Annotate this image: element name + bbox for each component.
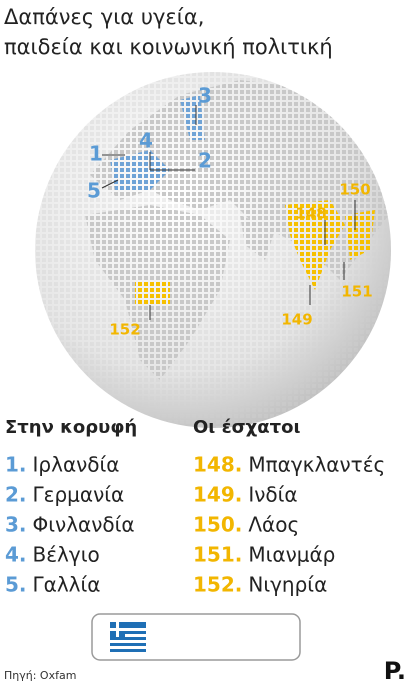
map-label: 5 [87, 179, 101, 203]
globe [35, 72, 391, 428]
rank: 5. [5, 573, 27, 597]
list-heading: Οι έσχατοι [193, 417, 300, 438]
map-label: 150 [339, 181, 370, 199]
map-label: 3 [198, 84, 212, 108]
list-item: Γερμανία [33, 483, 125, 507]
list-item: Λάος [248, 513, 299, 537]
map-label: 1 [89, 142, 103, 166]
map-label: 149 [281, 311, 312, 329]
rank: 2. [5, 483, 27, 507]
rank: 150. [193, 513, 242, 537]
list-item: Φινλανδία [33, 513, 135, 537]
list-item: Γαλλία [33, 573, 101, 597]
map-label: 4 [139, 129, 153, 153]
rank: 152. [193, 573, 242, 597]
list-item: Μπαγκλαντές [248, 453, 385, 477]
list-item: Ιρλανδία [33, 453, 120, 477]
map-label: 2 [198, 149, 212, 173]
map-label: 152 [109, 321, 140, 339]
rank: 149. [193, 483, 242, 507]
rank: 3. [5, 513, 27, 537]
source: Πηγή: Oxfam [4, 669, 76, 682]
rank: 151. [193, 543, 242, 567]
logo: P. [384, 657, 406, 685]
greece-badge [91, 613, 301, 661]
list-heading: Στην κορυφή [5, 417, 137, 438]
map-label: 148 [295, 205, 326, 223]
list-item: Νιγηρία [248, 573, 327, 597]
title-line: Δαπάνες για υγεία, [4, 5, 204, 29]
rank: 4. [5, 543, 27, 567]
list-item: Ινδία [248, 483, 297, 507]
rank: 148. [193, 453, 242, 477]
title-line: παιδεία και κοινωνική πολιτική [4, 35, 333, 59]
list-item: Βέλγιο [33, 543, 100, 567]
list-item: Μιανμάρ [248, 543, 335, 567]
flag [110, 622, 146, 652]
rank: 1. [5, 453, 27, 477]
map-label: 151 [341, 283, 372, 301]
